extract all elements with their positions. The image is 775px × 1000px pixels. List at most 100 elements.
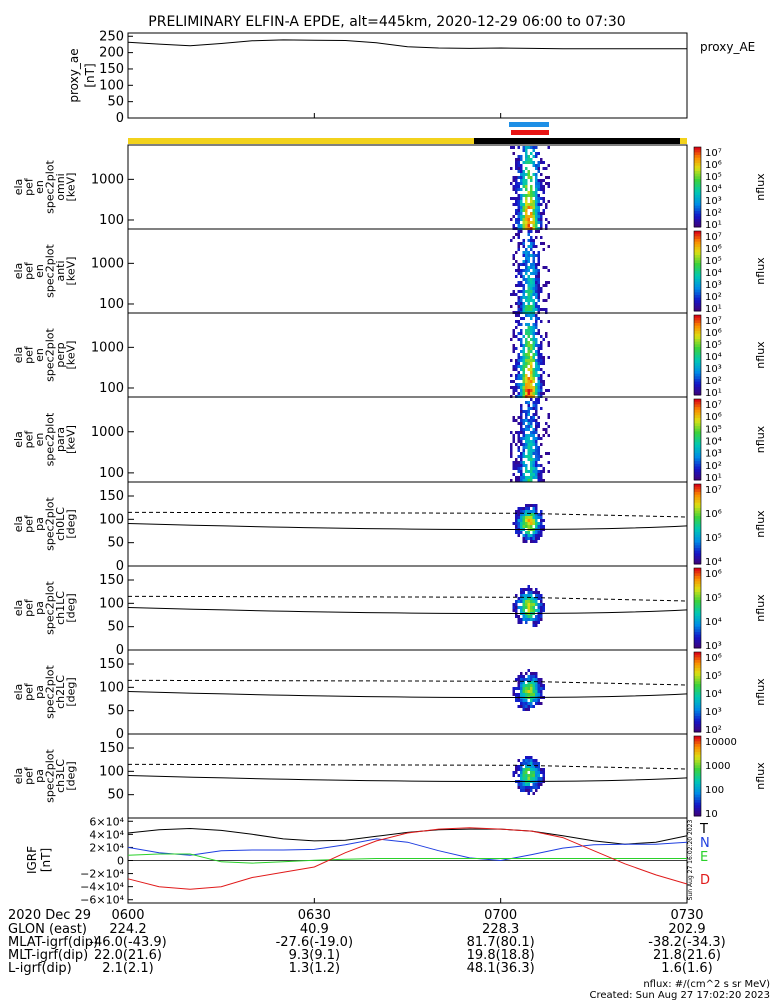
spec-omni-cell (530, 215, 533, 218)
spec-omni-cell (545, 218, 548, 221)
spec-perp-cell (517, 383, 520, 386)
pa-ch0lc-cell (535, 504, 538, 507)
spec-omni-cell (547, 164, 550, 167)
spec-perp-cell (522, 317, 525, 320)
pa-ch3lc-cell (525, 771, 528, 774)
spec-para-colorbar-tick-label: 10³ (705, 449, 722, 460)
spec-para-cell (512, 461, 515, 464)
pa-ch3lc-cell (535, 783, 538, 786)
spec-anti-cell (527, 251, 530, 254)
proxy-ae-ytick-label: 200 (99, 46, 124, 61)
spec-omni-cell (540, 197, 543, 200)
pa-ch0lc-cell (532, 540, 535, 543)
spec-perp-cell (512, 380, 515, 383)
pa-ch0lc-cell (525, 522, 528, 525)
spec-anti-cell (535, 296, 538, 299)
pa-ch2lc-colorbar-step (694, 718, 701, 722)
spec-omni-cell (535, 152, 538, 155)
spec-perp-cell (522, 392, 525, 395)
pa-ch2lc-cell (530, 702, 533, 705)
spec-para-cells (510, 398, 550, 482)
pa-ch0lc-cell (522, 516, 525, 519)
spec-perp-cell (537, 356, 540, 359)
spec-anti-cell (537, 269, 540, 272)
spec-anti-colorbar-step (694, 271, 701, 275)
pa-ch0lc-colorbar-step (694, 508, 701, 512)
spec-para-cell (545, 422, 548, 425)
pa-ch1lc-cell (520, 600, 523, 603)
spec-omni-cell (532, 206, 535, 209)
spec-perp-cell (517, 338, 520, 341)
spec-para-cell (537, 449, 540, 452)
pa-ch1lc-cell (520, 609, 523, 612)
pa-ch2lc-cell (540, 702, 543, 705)
pa-ch2lc-cell (527, 675, 530, 678)
pa-ch3lc-cell (530, 771, 533, 774)
pa-ch0lc-ytick-label: 100 (99, 512, 124, 527)
pa-ch1lc-cell (532, 600, 535, 603)
spec-perp-cell (527, 341, 530, 344)
pa-ch1lc-cell (535, 618, 538, 621)
spec-anti-cell (537, 257, 540, 260)
spec-para-colorbar-step (694, 444, 701, 449)
pa-ch2lc-cell (525, 690, 528, 693)
spec-anti-cell (537, 230, 540, 233)
spec-perp-colorbar-step (694, 373, 701, 377)
spec-anti-cell (547, 296, 550, 299)
spec-anti-cell (517, 272, 520, 275)
pa-ch1lc-colorbar-step (694, 632, 701, 636)
spec-omni-cell (517, 185, 520, 188)
pa-ch3lc-ylabel: spec2plot (43, 749, 56, 803)
spec-anti-cell (510, 293, 513, 296)
spec-para-colorbar-step (694, 469, 701, 473)
spec-perp-cell (537, 392, 540, 395)
pa-ch0lc-cell (520, 513, 523, 516)
spec-para-cell (530, 434, 533, 437)
spec-perp-cell (512, 386, 515, 389)
pa-ch3lc-anti-loss-cone-line (127, 763, 688, 770)
spec-anti-cell (532, 287, 535, 290)
annotation-row-value: 1.3(1.2) (289, 961, 341, 976)
spec-anti-cell (540, 287, 543, 290)
pa-ch1lc-colorbar-tick-label: 10³ (705, 641, 722, 652)
proxy-ae-frame (127, 32, 688, 119)
pa-ch0lc-colorbar-step (694, 548, 701, 552)
spec-omni-cell (515, 209, 518, 212)
spec-anti-cell (512, 257, 515, 260)
pa-ch1lc-colorbar-step (694, 634, 701, 638)
pa-ch0lc-colorbar-step (694, 513, 701, 517)
spec-anti-cell (530, 290, 533, 293)
spec-perp-cell (510, 374, 513, 377)
spec-omni-cell (525, 188, 528, 191)
pa-ch1lc-anti-loss-cone-line (127, 595, 688, 602)
spec-omni-cell (542, 200, 545, 203)
spec-anti-cell (515, 284, 518, 287)
spec-anti-cell (547, 293, 550, 296)
spec-omni-cell (520, 194, 523, 197)
spec-para-cell (525, 416, 528, 419)
pa-ch0lc-cell (540, 522, 543, 525)
igrf-series-t (127, 827, 688, 845)
spec-anti-cell (527, 305, 530, 308)
spec-para-cell (520, 452, 523, 455)
spec-anti-colorbar-step (694, 292, 701, 296)
pa-ch1lc-cell (535, 621, 538, 624)
spec-para-colorbar-step (694, 453, 701, 457)
spec-perp-cell (515, 365, 518, 368)
pa-ch0lc-colorbar-step (694, 534, 701, 538)
spec-para-colorbar-step (694, 407, 701, 411)
pa-ch2lc-cell (535, 672, 538, 675)
spec-perp-cell (535, 389, 538, 392)
spec-omni-cell (542, 179, 545, 182)
spec-omni-cell (525, 209, 528, 212)
spec-perp-cell (537, 317, 540, 320)
pa-ch2lc-cell (532, 687, 535, 690)
spec-omni-colorbar-step (694, 189, 701, 193)
spec-para-cell (532, 440, 535, 443)
pa-ch0lc-colorbar-step (694, 489, 701, 493)
spec-omni-cell (522, 203, 525, 206)
pa-ch3lc-cell (535, 774, 538, 777)
igrf-ytick-label: −6×10⁴ (80, 894, 124, 907)
pa-ch2lc-cell (530, 690, 533, 693)
spec-anti-cell (530, 308, 533, 311)
